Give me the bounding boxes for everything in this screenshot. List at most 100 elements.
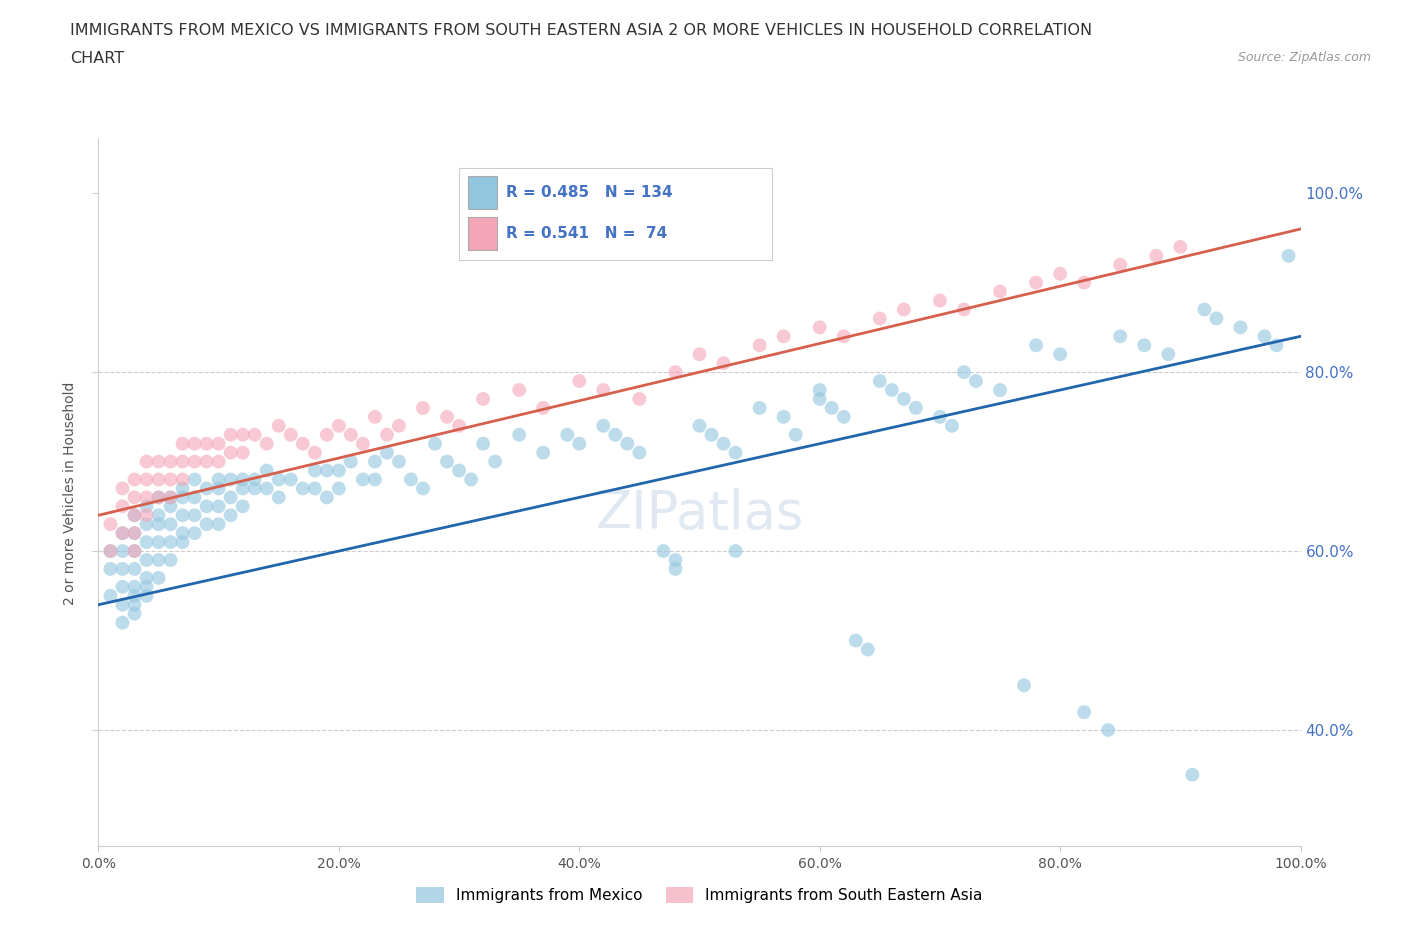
Point xyxy=(135,570,157,585)
Point xyxy=(352,472,374,487)
Point xyxy=(928,293,950,308)
Point xyxy=(232,445,254,460)
Point xyxy=(183,525,205,540)
Point xyxy=(172,535,194,550)
Point xyxy=(111,525,134,540)
Point xyxy=(124,597,146,612)
Point xyxy=(1181,767,1204,782)
Point xyxy=(412,481,434,496)
Point xyxy=(195,454,218,469)
Point xyxy=(100,589,122,604)
Point xyxy=(808,392,831,406)
Point xyxy=(412,401,434,416)
Point xyxy=(135,535,157,550)
Point xyxy=(111,525,134,540)
Point xyxy=(568,436,591,451)
Point xyxy=(700,427,723,442)
Point xyxy=(388,418,411,433)
Point xyxy=(232,427,254,442)
Point xyxy=(531,401,554,416)
Point xyxy=(375,427,398,442)
Point xyxy=(208,436,231,451)
Point xyxy=(159,552,181,567)
Point xyxy=(436,409,458,424)
Point xyxy=(988,382,1011,397)
Point xyxy=(172,508,194,523)
FancyBboxPatch shape xyxy=(468,176,496,209)
Point xyxy=(124,525,146,540)
Point xyxy=(219,427,242,442)
Point xyxy=(135,579,157,594)
Point xyxy=(1049,347,1071,362)
Point xyxy=(724,445,747,460)
Point xyxy=(148,517,170,532)
Point xyxy=(845,633,868,648)
Point xyxy=(172,490,194,505)
Point xyxy=(713,436,735,451)
Point xyxy=(135,517,157,532)
Point xyxy=(159,490,181,505)
Point xyxy=(340,454,363,469)
Point xyxy=(183,472,205,487)
Point xyxy=(1012,678,1035,693)
FancyBboxPatch shape xyxy=(468,218,496,250)
Point xyxy=(928,409,950,424)
Point xyxy=(208,472,231,487)
Point xyxy=(208,517,231,532)
Point xyxy=(821,401,844,416)
Point xyxy=(232,498,254,513)
Point xyxy=(832,409,855,424)
Point xyxy=(808,382,831,397)
Point xyxy=(100,562,122,577)
Point xyxy=(195,481,218,496)
Point xyxy=(135,490,157,505)
Point xyxy=(195,436,218,451)
Point xyxy=(291,436,314,451)
Point xyxy=(1157,347,1180,362)
Point xyxy=(232,472,254,487)
Text: Source: ZipAtlas.com: Source: ZipAtlas.com xyxy=(1237,51,1371,64)
Point xyxy=(124,544,146,559)
Point xyxy=(664,562,686,577)
Point xyxy=(941,418,963,433)
Point xyxy=(664,552,686,567)
Point xyxy=(1144,248,1167,263)
Point xyxy=(304,463,326,478)
Point xyxy=(447,463,470,478)
Point xyxy=(1109,258,1132,272)
Point xyxy=(135,589,157,604)
Point xyxy=(472,392,495,406)
Point xyxy=(1253,329,1275,344)
Point xyxy=(100,517,122,532)
Point xyxy=(460,472,482,487)
Point xyxy=(328,481,350,496)
Point xyxy=(172,472,194,487)
Point xyxy=(291,481,314,496)
Point xyxy=(856,642,879,657)
Point xyxy=(1205,311,1227,325)
Point xyxy=(111,481,134,496)
Point xyxy=(111,544,134,559)
Point xyxy=(148,552,170,567)
Point xyxy=(135,454,157,469)
Point xyxy=(111,579,134,594)
Point xyxy=(148,508,170,523)
Point xyxy=(219,508,242,523)
Point xyxy=(1025,275,1047,290)
Point xyxy=(256,463,278,478)
Point xyxy=(953,365,976,379)
Y-axis label: 2 or more Vehicles in Household: 2 or more Vehicles in Household xyxy=(63,381,77,604)
Legend: Immigrants from Mexico, Immigrants from South Eastern Asia: Immigrants from Mexico, Immigrants from … xyxy=(411,881,988,910)
Point xyxy=(256,481,278,496)
Point xyxy=(111,615,134,630)
Point xyxy=(232,481,254,496)
Point xyxy=(124,490,146,505)
Point xyxy=(1277,248,1299,263)
Point xyxy=(219,472,242,487)
Point xyxy=(124,589,146,604)
Point xyxy=(328,463,350,478)
Point xyxy=(893,392,915,406)
Point xyxy=(364,454,387,469)
Point xyxy=(148,490,170,505)
Point xyxy=(869,374,891,389)
